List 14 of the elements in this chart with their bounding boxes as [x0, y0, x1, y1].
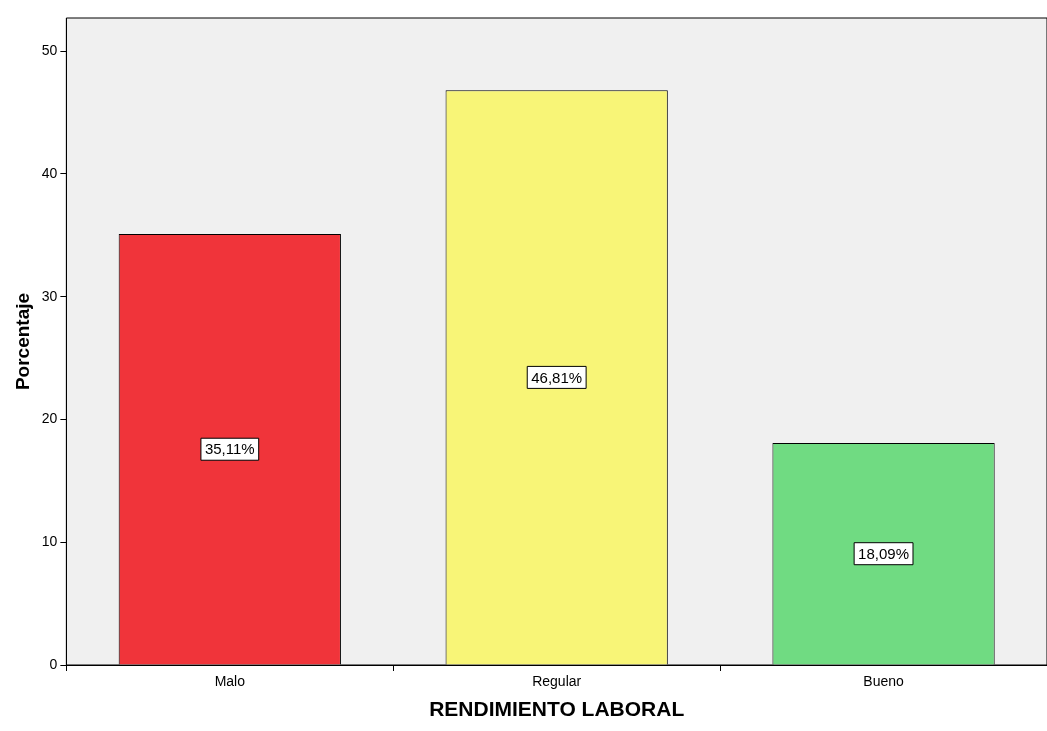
x-tick-label: Bueno [863, 673, 905, 690]
y-tick-label: 0 [49, 655, 58, 672]
y-tick-label: 20 [41, 410, 58, 427]
x-tick-label: Regular [532, 673, 582, 690]
data-label: 46,81% [531, 368, 583, 386]
y-tick-label: 40 [41, 164, 58, 181]
data-label: 18,09% [858, 544, 909, 562]
x-axis-title: RENDIMIENTO LABORAL [429, 697, 685, 721]
data-label: 35,11% [204, 440, 255, 458]
y-axis-title: Porcentaje [11, 292, 33, 391]
y-tick-label: 30 [41, 287, 58, 304]
y-tick-label: 10 [41, 533, 58, 550]
y-tick-label: 50 [41, 42, 58, 59]
x-tick-label: Malo [214, 673, 246, 690]
